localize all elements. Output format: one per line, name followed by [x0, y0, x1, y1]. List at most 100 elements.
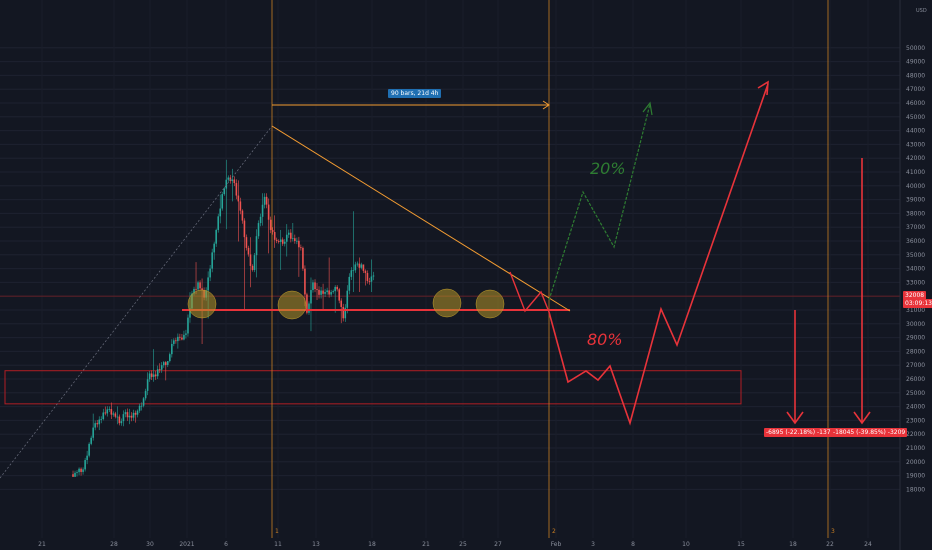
candle-body	[100, 419, 103, 420]
x-tick-label: 25	[459, 541, 467, 548]
support-touch-circle	[277, 290, 307, 320]
candle-body	[122, 414, 125, 422]
vertical-marker-label: 3	[831, 528, 835, 535]
bullish-scenario-path	[548, 103, 651, 301]
y-tick-label: 29000	[906, 335, 925, 342]
y-tick-label: 26000	[906, 376, 925, 383]
candle-body	[344, 307, 347, 319]
candle-body	[102, 412, 105, 420]
candle-body	[86, 455, 88, 461]
candle-body	[356, 263, 359, 265]
y-tick-label: 44000	[906, 128, 925, 135]
candle-body	[318, 289, 320, 295]
candle-body	[213, 243, 215, 253]
x-tick-label: 28	[110, 541, 118, 548]
candle-body	[261, 204, 264, 217]
x-tick-label: 22	[826, 541, 834, 548]
candle-body	[74, 472, 76, 477]
y-tick-label: 21000	[906, 445, 925, 452]
candle-body	[304, 268, 306, 295]
candle-body	[330, 292, 332, 295]
x-tick-label: 8	[631, 541, 635, 548]
candle-body	[193, 288, 195, 294]
y-tick-label: 36000	[906, 238, 925, 245]
candle-body	[324, 292, 326, 294]
candle-body	[177, 336, 179, 342]
x-tick-label: 10	[682, 541, 690, 548]
candle-body	[263, 196, 266, 205]
candle-body	[169, 354, 171, 362]
candle-body	[290, 232, 292, 239]
x-tick-label: 3	[591, 541, 595, 548]
candle-body	[90, 437, 92, 444]
candle-body	[199, 282, 201, 289]
bearish-scenario-path	[548, 83, 769, 426]
candle-body	[197, 282, 199, 290]
candle-body	[352, 270, 355, 272]
x-tick-label: 18	[789, 541, 797, 548]
candle-body	[348, 276, 351, 291]
candle-body	[362, 264, 365, 271]
descending-trendline	[271, 125, 571, 312]
y-tick-label: 25000	[906, 390, 925, 397]
price-axis[interactable]: 18000 19000 20000 21000 22000 23000 24000 25000…	[899, 0, 927, 550]
y-tick-label: 45000	[906, 114, 925, 121]
candle-body	[209, 268, 211, 278]
support-zone-box	[4, 370, 742, 405]
candle-body	[336, 286, 338, 290]
candle-body	[160, 365, 163, 370]
candle-body	[171, 343, 173, 355]
candle-body	[267, 204, 270, 220]
candle-body	[181, 337, 183, 340]
candlesticks	[72, 159, 375, 477]
vertical-marker-label: 1	[275, 528, 279, 535]
y-tick-label: 18000	[906, 486, 925, 493]
candle-body	[364, 270, 367, 274]
candle-body	[320, 290, 322, 295]
candle-body	[136, 410, 139, 415]
y-tick-label: 30000	[906, 321, 925, 328]
candle-body	[358, 263, 361, 268]
time-axis[interactable]: 21 28 30 2021 6 11 13 18 21 25 27 Feb 3 8 10 15 18 22 24	[38, 541, 872, 548]
candle-body	[78, 468, 80, 473]
measure-down-arrowhead-2	[853, 411, 871, 425]
x-tick-label: 30	[146, 541, 154, 548]
y-tick-label: 33000	[906, 279, 925, 286]
y-tick-label: 47000	[906, 86, 925, 93]
candle-body	[215, 229, 217, 244]
y-tick-label: 46000	[906, 100, 925, 107]
drawings	[0, 80, 871, 479]
candle-body	[150, 373, 153, 377]
y-tick-label: 35000	[906, 252, 925, 259]
x-tick-label: 6	[224, 541, 228, 548]
candle-body	[251, 265, 254, 270]
candle-body	[112, 413, 115, 415]
candle-body	[269, 219, 272, 230]
candle-body	[372, 275, 375, 277]
candle-body	[332, 291, 334, 293]
candle-body	[322, 290, 324, 294]
candle-body	[189, 308, 191, 318]
dotted-trendline	[0, 125, 273, 479]
candle-body	[294, 238, 296, 241]
candle-body	[231, 179, 234, 182]
y-tick-label: 23000	[906, 417, 925, 424]
candle-body	[292, 238, 294, 240]
y-tick-label: 50000	[906, 45, 925, 52]
candle-body	[334, 286, 336, 292]
candle-body	[104, 412, 107, 414]
bar-countdown-tag: 03:09:13	[903, 299, 932, 308]
candle-body	[175, 340, 177, 342]
x-tick-label: 18	[368, 541, 376, 548]
x-tick-label: 24	[864, 541, 872, 548]
candle-body	[219, 208, 222, 217]
candle-body	[302, 247, 304, 269]
candle-body	[195, 288, 197, 290]
candle-body	[281, 239, 284, 244]
candle-body	[241, 210, 244, 221]
candle-body	[94, 423, 96, 428]
candle-body	[110, 409, 113, 415]
candle-body	[298, 240, 300, 248]
bullish-probability-label: 20%	[590, 159, 626, 178]
